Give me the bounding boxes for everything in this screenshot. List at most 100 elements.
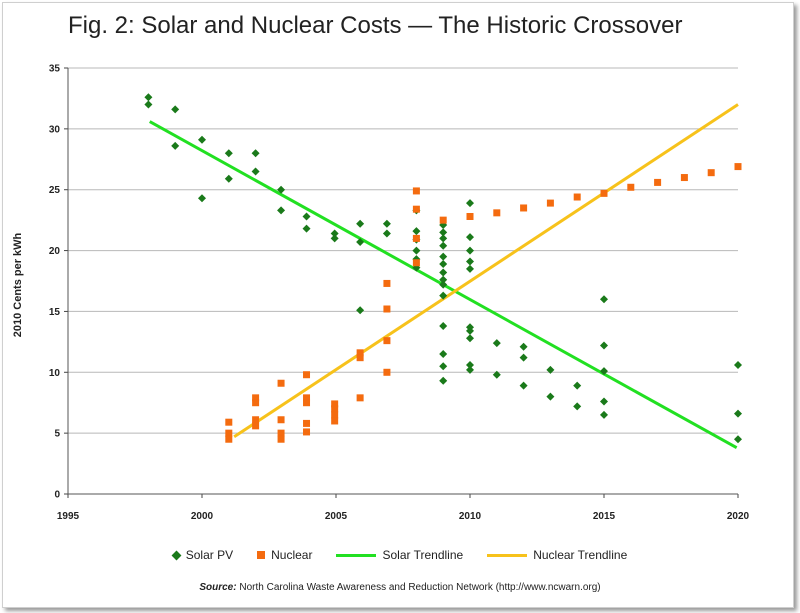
solar-point-39	[439, 362, 448, 371]
solar-point-34	[439, 275, 448, 284]
solar-point-37	[439, 322, 448, 331]
solar-point-65	[734, 360, 742, 369]
legend-label-solar: Solar PV	[185, 548, 234, 562]
nuclear-point-41	[707, 169, 715, 177]
square-marker-icon	[257, 551, 266, 559]
solar-point-9	[251, 167, 260, 176]
nuclear-point-26	[383, 368, 391, 376]
solar-point-51	[492, 339, 501, 348]
solar-point-49	[466, 360, 474, 369]
nuclear-point-17	[331, 405, 339, 413]
solar-point-4	[198, 135, 206, 144]
nuclear-point-35	[546, 199, 554, 207]
nuclear-point-8	[277, 416, 285, 424]
y-tick-label-1: 5	[54, 429, 60, 440]
solar-point-6	[224, 149, 233, 158]
nuclear-point-16	[331, 400, 339, 408]
solar-point-40	[439, 376, 448, 385]
solar-point-5	[198, 194, 206, 203]
solar-point-7	[224, 174, 233, 183]
nuclear-point-2	[225, 435, 233, 443]
nuclear-point-7	[277, 379, 285, 387]
nuclear-point-19	[331, 417, 339, 425]
trendlines	[149, 103, 739, 450]
solar-point-8	[251, 149, 260, 158]
diamond-marker-icon	[171, 550, 182, 560]
legend-label-nuclear-trendline: Nuclear Trendline	[533, 548, 628, 562]
nuclear-point-13	[303, 399, 311, 407]
solar-point-54	[519, 353, 528, 362]
solar-point-58	[573, 381, 582, 390]
solar-point-56	[546, 365, 555, 374]
nuclear-point-39	[654, 178, 662, 186]
y-tick-label-4: 20	[49, 246, 61, 257]
solar-point-0	[144, 93, 153, 102]
solar-point-38	[439, 350, 448, 359]
chart-title: Fig. 2: Solar and Nuclear Costs — The Hi…	[68, 12, 683, 39]
nuclear-point-31	[439, 216, 447, 224]
solar-point-1	[144, 100, 153, 109]
solar-point-47	[466, 326, 474, 335]
nuclear-point-33	[493, 209, 501, 217]
solar-point-50	[466, 365, 474, 374]
solar-point-48	[466, 334, 474, 343]
nuclear-point-9	[277, 429, 285, 437]
nuclear-point-22	[356, 394, 364, 402]
nuclear-point-23	[383, 279, 391, 287]
nuclear-trendline	[233, 103, 739, 439]
source-note: Source: North Carolina Waste Awareness a…	[0, 582, 800, 593]
solar-point-21	[412, 227, 421, 236]
solar-point-3	[171, 141, 180, 150]
legend: Solar PV Nuclear Solar Trendline Nuclear…	[0, 546, 800, 564]
yellow-line-icon	[487, 553, 528, 557]
nuclear-point-18	[331, 411, 339, 419]
solar-point-67	[734, 435, 742, 444]
y-tick-label-7: 35	[49, 64, 61, 75]
x-tick-label-3: 2010	[459, 511, 482, 522]
legend-item-solar: Solar PV	[171, 548, 234, 562]
solar-point-55	[519, 381, 528, 390]
solar-point-2	[171, 105, 180, 114]
chart-frame	[2, 2, 794, 608]
nuclear-point-29	[412, 234, 420, 242]
x-tick-label-0: 1995	[57, 511, 80, 522]
solar-point-62	[600, 367, 608, 376]
nuclear-point-24	[383, 305, 391, 313]
solar-point-10	[277, 185, 286, 194]
solar-point-13	[302, 224, 311, 233]
nuclear-point-14	[303, 419, 311, 427]
nuclear-point-20	[356, 349, 364, 357]
solar-point-63	[600, 397, 608, 406]
y-tick-label-3: 15	[49, 307, 61, 318]
solar-point-35	[439, 280, 448, 289]
nuclear-point-40	[680, 174, 688, 182]
solar-point-66	[734, 409, 742, 418]
solar-point-52	[492, 370, 501, 379]
source-text: North Carolina Waste Awareness and Reduc…	[239, 582, 601, 593]
nuclear-point-32	[466, 212, 474, 220]
y-tick-label-5: 25	[49, 185, 61, 196]
x-tick-label-2: 2005	[325, 511, 348, 522]
solar-point-42	[466, 233, 474, 242]
nuclear-point-42	[734, 163, 742, 171]
solar-point-44	[466, 257, 474, 266]
solar-point-33	[439, 268, 448, 277]
solar-point-30	[439, 241, 448, 250]
nuclear-point-15	[303, 428, 311, 436]
solar-point-32	[439, 259, 448, 268]
nuclear-point-28	[412, 205, 420, 213]
axes	[64, 67, 739, 498]
nuclear-point-34	[520, 204, 528, 212]
source-label: Source:	[199, 582, 237, 593]
nuclear-point-4	[252, 399, 260, 407]
nuclear-point-30	[412, 259, 420, 267]
nuclear-point-27	[412, 187, 420, 195]
solar-point-17	[356, 238, 365, 247]
solar-point-19	[382, 219, 391, 228]
solar-point-28	[439, 228, 448, 237]
solar-point-41	[466, 199, 474, 208]
legend-label-solar-trendline: Solar Trendline	[382, 548, 464, 562]
solar-point-45	[466, 264, 474, 273]
solar-point-43	[466, 246, 474, 255]
